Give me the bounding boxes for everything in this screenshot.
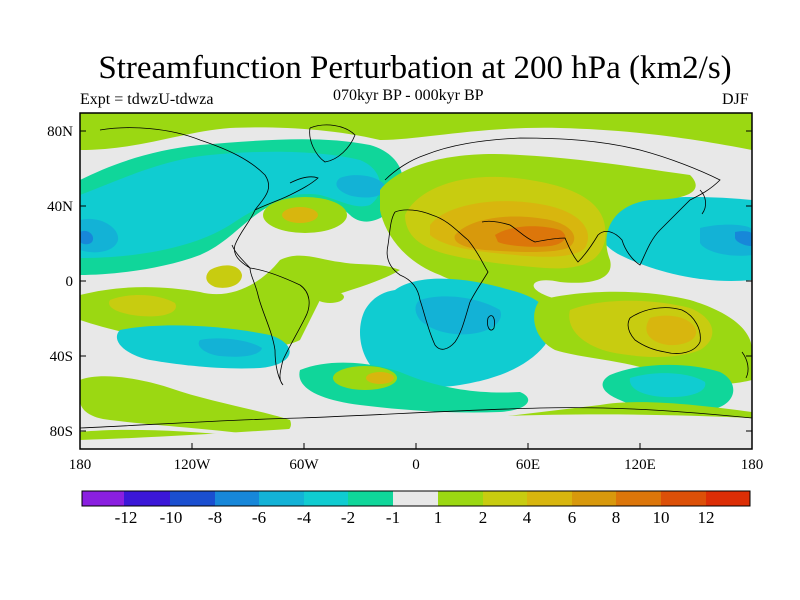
lon-label-120w: 120W xyxy=(174,457,212,473)
contour-africa-low-core xyxy=(415,296,501,335)
coast-north-america xyxy=(99,127,319,269)
colorbar xyxy=(81,490,751,507)
contour-south-atlantic-high-core xyxy=(366,372,394,384)
coast-greenland xyxy=(309,124,356,163)
colorbar-label: 12 xyxy=(698,508,715,527)
colorbar-swatch xyxy=(438,491,483,506)
colorbar-label: 10 xyxy=(653,508,670,527)
coast-new-zealand xyxy=(741,351,749,379)
contour-southern-ocean-low-core xyxy=(629,373,706,398)
colorbar-frame xyxy=(81,490,751,507)
colorbar-label: -6 xyxy=(252,508,266,527)
lon-label-60e: 60E xyxy=(516,457,540,473)
colorbar-label: 2 xyxy=(479,508,488,527)
contour-tropical-band xyxy=(80,255,400,349)
colorbar-label: 1 xyxy=(434,508,443,527)
coast-antarctica xyxy=(80,407,752,429)
period-subtitle: 070kyr BP - 000kyr BP xyxy=(333,87,484,104)
lat-label-40s: 40S xyxy=(50,349,73,365)
contour-small-high-a xyxy=(316,291,344,303)
contour-tropical-band-core xyxy=(109,265,243,317)
lon-label-180e: 180 xyxy=(741,457,764,473)
colorbar-swatch xyxy=(82,491,124,506)
colorbar-swatch xyxy=(572,491,616,506)
colorbar-swatch xyxy=(170,491,215,506)
colorbar-swatch xyxy=(527,491,572,506)
lon-tick-marks xyxy=(79,443,753,449)
contour-north-atlantic-low-inner xyxy=(80,175,386,253)
colorbar-swatch xyxy=(124,491,170,506)
colorbar-swatch xyxy=(616,491,661,506)
contour-arctic-positive xyxy=(80,113,752,150)
colorbar-label: 4 xyxy=(523,508,532,527)
lon-label-180w: 180 xyxy=(69,457,92,473)
contour-west-pacific-low-inner xyxy=(735,231,752,246)
colorbar-label: -4 xyxy=(297,508,312,527)
lon-label-60w: 60W xyxy=(289,457,319,473)
lat-label-80s: 80S xyxy=(50,424,73,440)
contour-north-atlantic-low-core xyxy=(80,151,381,258)
coast-japan xyxy=(699,189,706,215)
coast-south-america xyxy=(249,267,310,386)
colorbar-swatch xyxy=(393,491,438,506)
lon-label-120e: 120E xyxy=(624,457,656,473)
colorbar-label: -12 xyxy=(115,508,138,527)
lat-label-40n: 40N xyxy=(47,199,73,215)
coast-madagascar xyxy=(487,315,495,331)
contour-eurasia-high-5 xyxy=(495,226,566,247)
contour-field xyxy=(80,113,752,449)
colorbar-label: -2 xyxy=(341,508,355,527)
contour-south-atlantic-high xyxy=(333,366,397,390)
contour-north-pacific-inner xyxy=(80,230,94,245)
colorbar-swatch xyxy=(259,491,304,506)
season-label: DJF xyxy=(722,91,749,108)
coast-eurasia xyxy=(384,137,721,266)
experiment-label: Expt = tdwzU-tdwza xyxy=(80,91,214,108)
colorbar-label: 8 xyxy=(612,508,621,527)
colorbar-swatch xyxy=(661,491,706,506)
coastlines xyxy=(80,124,752,429)
chart-title: Streamfunction Perturbation at 200 hPa (… xyxy=(98,50,732,86)
coast-australia xyxy=(627,307,701,354)
contour-australia-high-3 xyxy=(646,315,697,346)
lat-label-eq: 0 xyxy=(66,274,74,290)
colorbar-label: -1 xyxy=(386,508,400,527)
contour-antarctic-band-gray xyxy=(80,414,752,449)
colorbar-label: -8 xyxy=(208,508,222,527)
colorbar-label: -10 xyxy=(160,508,183,527)
colorbar-swatch xyxy=(706,491,750,506)
coast-africa xyxy=(386,209,489,350)
colorbar-swatch xyxy=(304,491,348,506)
contour-atlantic-high-core xyxy=(282,207,318,223)
lat-tick-marks xyxy=(80,130,752,432)
lat-label-80n: 80N xyxy=(47,124,73,140)
colorbar-swatch xyxy=(483,491,527,506)
lon-label-0: 0 xyxy=(412,457,420,473)
colorbar-swatch xyxy=(348,491,393,506)
contour-west-pacific-low xyxy=(596,197,752,281)
colorbar-label: 6 xyxy=(568,508,577,527)
contour-south-low-core xyxy=(198,338,262,357)
colorbar-swatch xyxy=(215,491,259,506)
